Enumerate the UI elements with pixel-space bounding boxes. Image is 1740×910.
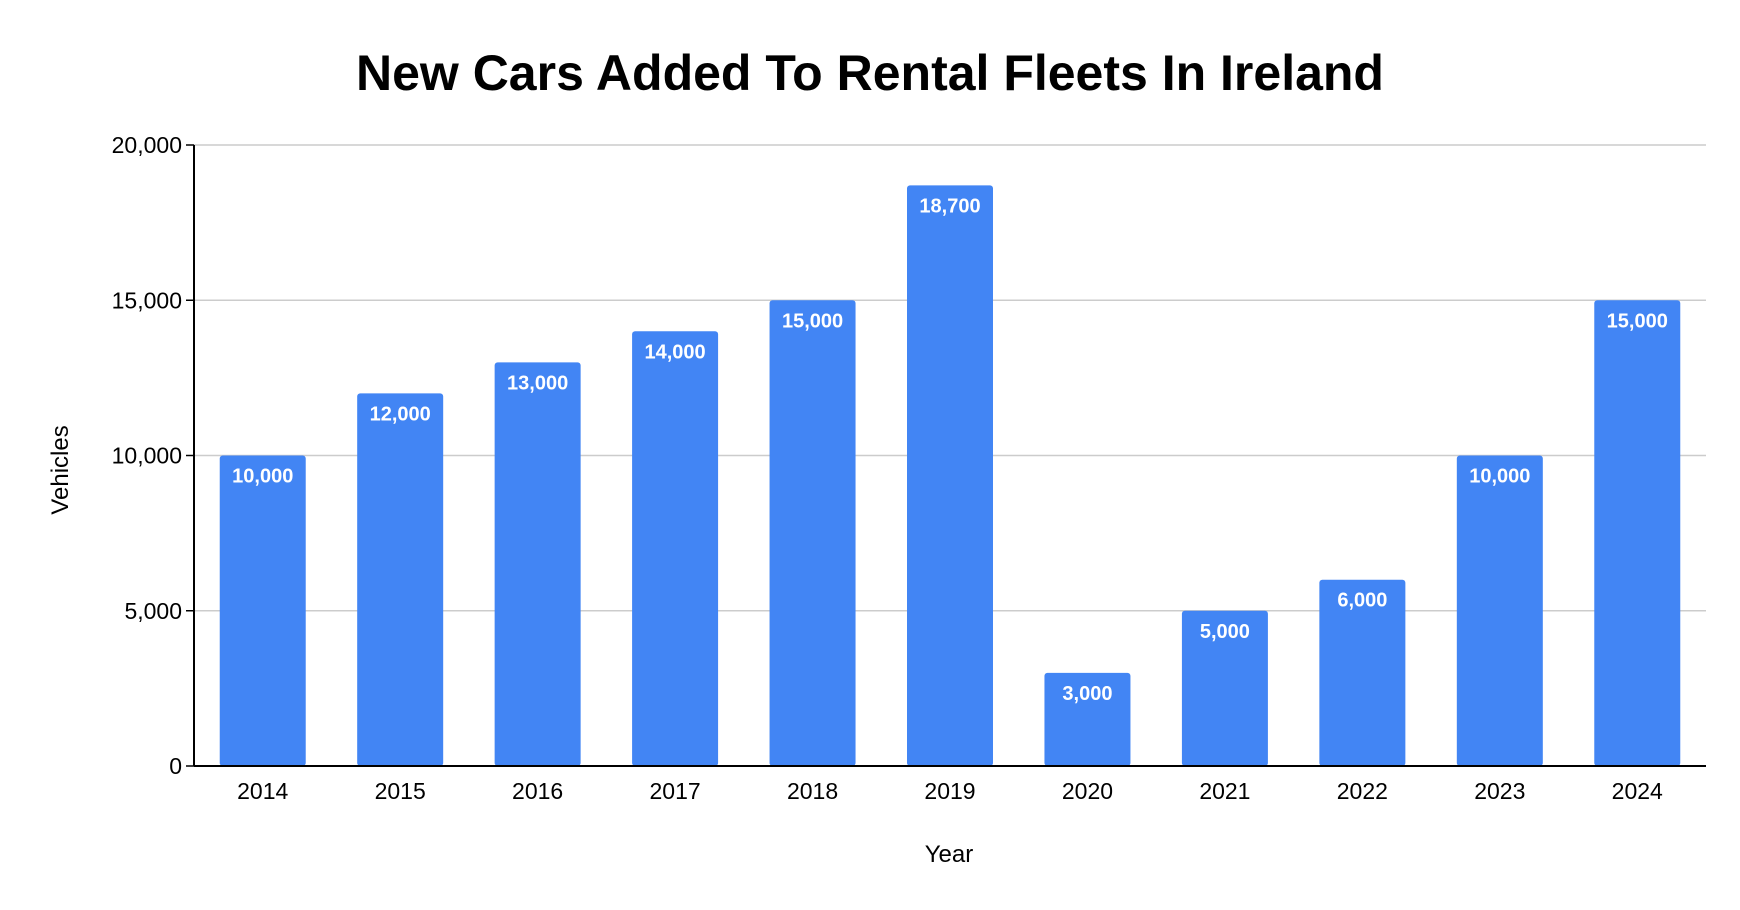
data-label-2022: 6,000: [1337, 590, 1387, 612]
data-label-2015: 12,000: [370, 403, 431, 425]
x-tick-label: 2014: [237, 778, 288, 804]
bar-2023: [1456, 455, 1543, 766]
data-label-2019: 18,700: [919, 195, 980, 217]
x-tick-label: 2017: [650, 778, 701, 804]
data-label-2016: 13,000: [507, 372, 568, 394]
data-label-2014: 10,000: [232, 466, 293, 488]
bar-2019: [907, 185, 993, 767]
x-tick-label: 2019: [924, 778, 975, 804]
bar-2024: [1594, 300, 1681, 766]
data-label-2018: 15,000: [782, 310, 843, 332]
x-tick-label: 2020: [1062, 778, 1113, 804]
bar-2017: [632, 331, 719, 766]
chart-title: New Cars Added To Rental Fleets In Irela…: [356, 45, 1384, 101]
x-tick-label: 2015: [375, 778, 426, 804]
data-label-2023: 10,000: [1469, 466, 1530, 488]
bar-2014: [219, 455, 306, 766]
data-label-2024: 15,000: [1607, 310, 1668, 332]
x-tick-label: 2023: [1474, 778, 1525, 804]
y-tick-label: 10,000: [112, 443, 182, 469]
x-tick-label: 2021: [1199, 778, 1250, 804]
x-tick-label: 2022: [1337, 778, 1388, 804]
x-axis-title: Year: [925, 841, 974, 868]
y-tick-label: 15,000: [112, 287, 182, 313]
bar-2015: [357, 393, 444, 766]
bar-2021: [1181, 610, 1268, 766]
y-tick-label: 5,000: [124, 598, 182, 624]
y-axis-ticks: 0 5,000 10,000 15,000 20,000: [112, 132, 194, 779]
bars: [219, 185, 1681, 767]
bar-2022: [1319, 579, 1406, 766]
bar-2018: [769, 300, 856, 766]
y-axis-title: Vehicles: [47, 425, 74, 514]
x-tick-label: 2016: [512, 778, 563, 804]
y-tick-label: 20,000: [112, 132, 182, 158]
y-tick-label: 0: [169, 753, 182, 779]
bar-2016: [494, 362, 581, 766]
data-label-2020: 3,000: [1062, 683, 1112, 705]
data-labels: 10,000 12,000 13,000 14,000 15,000 18,700 3,00…: [232, 195, 1668, 704]
x-axis-ticks: 2014 2015 2016 2017 2018 2019 2020 2021 2022 2023…: [237, 778, 1663, 804]
bar-2020: [1044, 672, 1131, 766]
x-tick-label: 2018: [787, 778, 838, 804]
data-label-2017: 14,000: [645, 341, 706, 363]
x-tick-label: 2024: [1612, 778, 1663, 804]
data-label-2021: 5,000: [1200, 621, 1250, 643]
